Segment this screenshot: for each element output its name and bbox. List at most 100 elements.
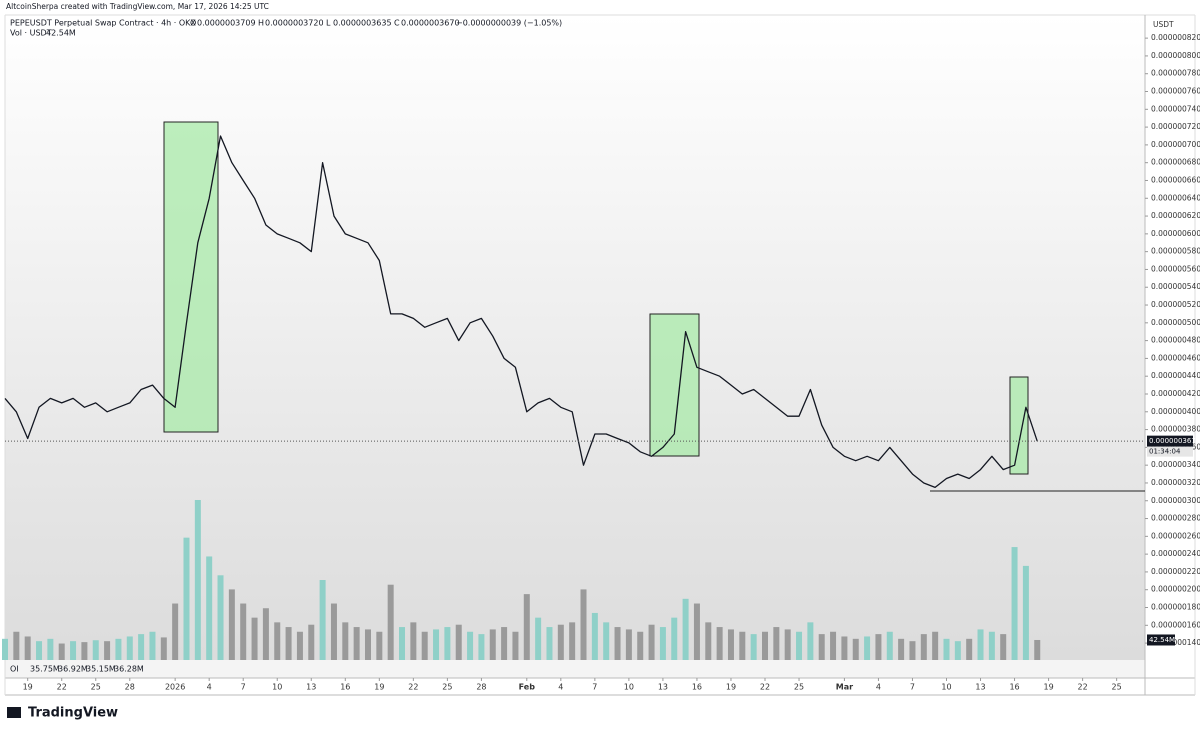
highlight-box [1009,376,1029,475]
countdown-tag [1147,446,1193,457]
x-tick-label: 28 [125,683,135,692]
oi-pane [5,660,1145,678]
ohlc-value: 0.0000003709 [197,19,256,28]
volume-bar [1022,565,1029,660]
volume-bar [149,631,156,660]
x-tick-label: 13 [975,683,985,692]
volume-bar [138,634,145,660]
volume-bar [739,631,746,660]
x-tick-label: 4 [207,683,212,692]
volume-bar [217,575,224,660]
price-axis [1145,15,1195,678]
volume-bar [183,537,190,660]
volume-bar [557,624,564,660]
volume-bar [58,643,65,660]
volume-bar [807,622,814,660]
x-tick-label: 25 [794,683,804,692]
volume-bar [501,627,508,660]
x-tick-label: 22 [760,683,770,692]
x-tick-label: 16 [692,683,702,692]
y-tick-label: 0.0000008200 [1151,33,1200,42]
y-tick-label: 0.0000001400 [1151,638,1200,647]
volume-bar [898,638,905,660]
ohlc-label: H [258,19,264,28]
oi-value: 35.15M [86,665,116,674]
ohlc-label: O [190,19,196,28]
volume-bar [308,624,315,660]
oi-value: 36.92M [58,665,88,674]
volume-bar [160,637,167,660]
volume-bar [47,638,54,660]
x-tick-label: 16 [1009,683,1019,692]
ohlc-value: 0.0000003635 [333,19,392,28]
x-tick-label: 7 [241,683,246,692]
axis-title: USDT [1153,20,1174,29]
volume-bar [750,634,757,660]
volume-bar [625,629,632,660]
volume-bar [580,589,587,660]
volume-bar [977,629,984,660]
volume-bar [546,627,553,660]
ohlc-value: 0.0000003670 [401,19,460,28]
volume-bar [1034,639,1041,660]
volume-tag [1147,634,1175,646]
highlight-box [163,121,219,433]
ohlc-label: L [326,19,331,28]
volume-label: Vol · USDT [10,29,52,38]
volume-bar [705,622,712,660]
x-tick-label: 10 [624,683,634,692]
volume-bar [932,631,939,660]
volume-bar [2,638,8,660]
volume-bar [364,629,371,660]
volume-bar [569,622,576,660]
ohlc-value: 0.0000003720 [265,19,324,28]
volume-bar [104,641,111,660]
x-tick-label: 10 [272,683,282,692]
volume-bar [659,627,666,660]
volume-bar [966,638,973,660]
symbol: PEPEUSDT Perpetual Swap Contract · 4h · … [10,19,196,28]
volume-bar [535,617,542,660]
x-tick-label: 19 [1043,683,1053,692]
volume-bar [285,627,292,660]
price-line [4,135,1038,489]
volume-bar [603,622,610,660]
x-tick-label: 7 [592,683,597,692]
volume-bar [81,642,88,660]
x-tick-label: 28 [476,683,486,692]
volume-bar [512,631,519,660]
countdown-label: 01:34:04 [1149,448,1181,456]
x-tick-label: 10 [941,683,951,692]
x-tick-label: 19 [726,683,736,692]
volume-bar [115,638,122,660]
volume-bar [92,640,99,660]
x-tick-label: 25 [91,683,101,692]
volume-bar [387,584,394,660]
oi-value: 36.28M [114,665,144,674]
volume-bar [353,627,360,660]
volume-bar [954,641,961,660]
volume-bar [240,603,247,660]
x-tick-label: 13 [658,683,668,692]
x-tick-label: 13 [306,683,316,692]
volume-bar [693,603,700,660]
volume-bar [330,603,337,660]
volume-bar [830,631,837,660]
